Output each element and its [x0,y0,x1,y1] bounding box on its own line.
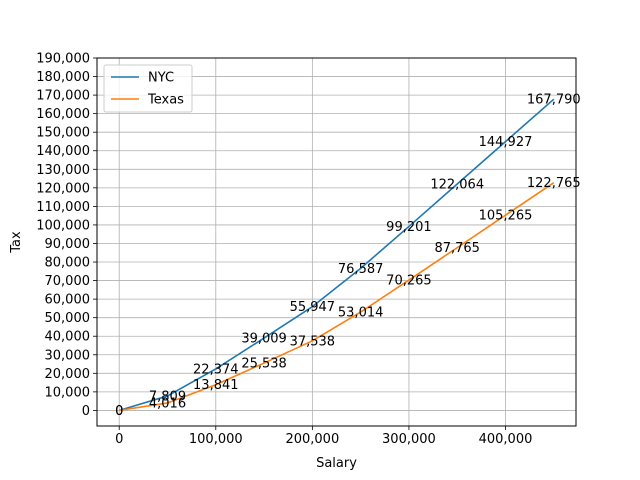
y-axis-ticks: 0 10,000 20,000 30,000 40,000 50,000 60,000 70,… [36,52,97,419]
y-tick-label: 170,000 [36,89,90,104]
y-tick-label: 160,000 [36,107,90,122]
y-tick-label: 140,000 [36,144,90,159]
y-tick-label: 50,000 [45,311,91,326]
legend-label-nyc: NYC [148,71,174,86]
y-tick-label: 10,000 [45,385,91,400]
y-tick-label: 110,000 [36,200,90,215]
data-label-nyc: 22,374 [193,362,239,377]
data-label-texas: 105,265 [479,209,533,224]
data-label-nyc: 55,947 [290,300,336,315]
plot-area-frame [96,57,577,427]
y-tick-label: 180,000 [36,70,90,85]
y-tick-label: 20,000 [45,367,91,382]
series-line-nyc [118,98,555,412]
y-tick-label: 60,000 [45,293,91,308]
y-axis-label: Tax [9,231,24,254]
data-label-nyc: 0 [115,404,123,419]
y-tick-label: 100,000 [36,218,90,233]
data-label-texas: 25,538 [241,357,287,372]
legend-label-texas: Texas [147,93,184,108]
data-label-nyc: 122,064 [430,178,484,193]
data-label-texas: 13,841 [193,378,239,393]
y-tick-label: 70,000 [45,274,91,289]
data-label-nyc: 7,809 [149,389,186,404]
data-label-nyc: 76,587 [338,262,384,277]
data-label-texas: 53,014 [338,306,384,321]
y-tick-label: 80,000 [45,256,91,271]
data-label-texas: 122,765 [527,176,581,191]
data-label-texas: 37,538 [290,334,336,349]
x-tick-label: 0 [115,432,123,447]
y-tick-label: 90,000 [45,237,91,252]
data-label-nyc: 167,790 [527,93,581,108]
grid [97,57,576,426]
data-label-nyc: 144,927 [479,135,533,150]
y-tick-label: 190,000 [36,52,90,67]
data-label-nyc: 99,201 [386,220,432,235]
legend: NYC Texas [103,64,193,113]
data-label-texas: 70,265 [386,274,432,289]
x-axis-ticks: 0 100,000 200,000 300,000 400,000 [115,426,532,447]
x-tick-label: 200,000 [285,432,339,447]
series-line-texas [119,182,555,412]
data-label-texas: 0 [115,404,123,419]
series-lines [118,98,555,412]
data-label-texas: 87,765 [434,241,480,256]
x-tick-label: 400,000 [479,432,533,447]
y-tick-label: 40,000 [45,330,91,345]
x-tick-label: 100,000 [189,432,243,447]
x-axis-label: Salary [316,456,357,471]
data-label-texas: 4,016 [149,396,186,411]
data-label-nyc: 39,009 [241,332,287,347]
y-tick-label: 30,000 [45,348,91,363]
y-tick-label: 150,000 [36,126,90,141]
y-tick-label: 130,000 [36,163,90,178]
x-tick-label: 300,000 [382,432,436,447]
y-tick-label: 0 [82,404,90,419]
y-tick-label: 120,000 [36,181,90,196]
